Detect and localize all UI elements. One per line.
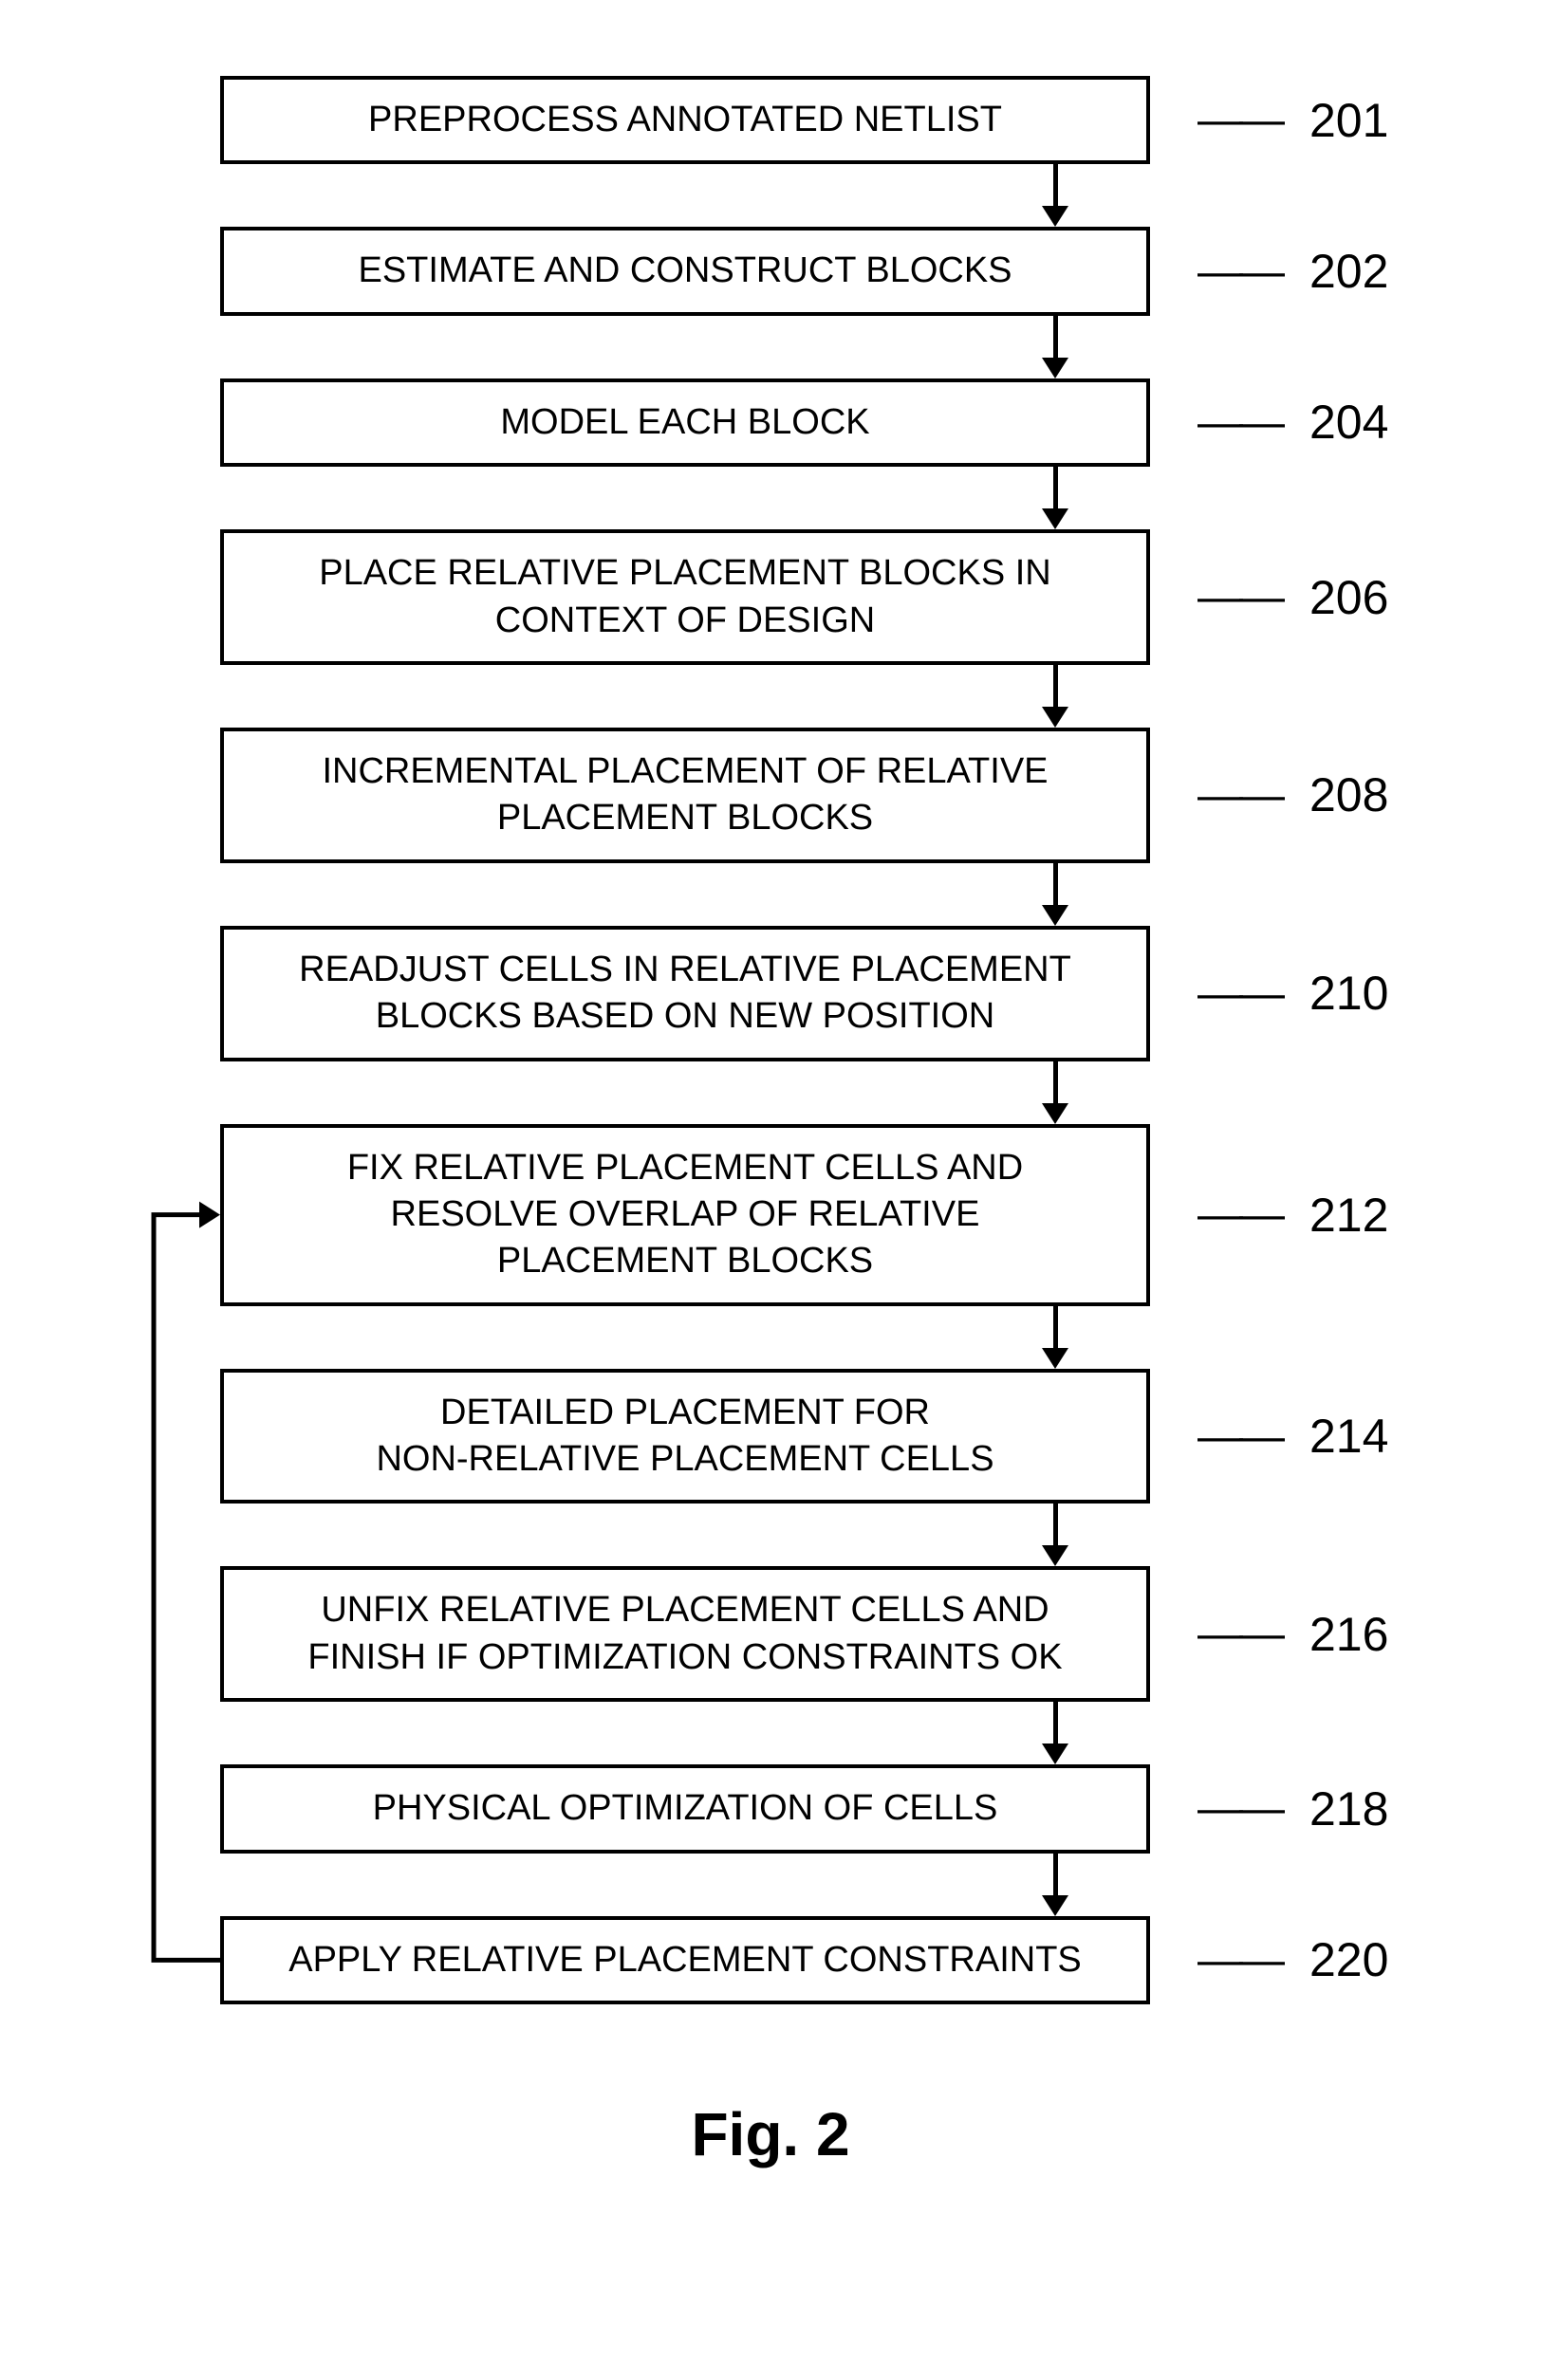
step-box: PHYSICAL OPTIMIZATION OF CELLS: [220, 1764, 1150, 1853]
step-label-line3: PLACEMENT BLOCKS: [497, 1238, 873, 1284]
step-label-line1: INCREMENTAL PLACEMENT OF RELATIVE: [322, 748, 1048, 795]
ref-dash: ——: [1198, 246, 1281, 298]
arrow-down-icon: [676, 1306, 1435, 1369]
ref-dash: ——: [1198, 1608, 1281, 1660]
step-label-line1: FIX RELATIVE PLACEMENT CELLS AND: [347, 1145, 1023, 1191]
step-label-line2: FINISH IF OPTIMIZATION CONSTRAINTS OK: [307, 1634, 1062, 1681]
step-box: INCREMENTAL PLACEMENT OF RELATIVE PLACEM…: [220, 728, 1150, 863]
figure-caption: Fig. 2: [691, 2099, 849, 2169]
ref-dash: ——: [1198, 1189, 1281, 1241]
ref-number: 204: [1309, 395, 1388, 450]
arrow-down-icon: [676, 164, 1435, 227]
ref-number: 214: [1309, 1409, 1388, 1464]
ref-dash: ——: [1198, 94, 1281, 146]
flow-step-201: PREPROCESS ANNOTATED NETLIST —— 201: [106, 76, 1435, 164]
flow-step-214: DETAILED PLACEMENT FOR NON-RELATIVE PLAC…: [106, 1369, 1435, 1504]
step-label-line2: NON-RELATIVE PLACEMENT CELLS: [376, 1436, 993, 1483]
arrow-down-icon: [676, 863, 1435, 926]
ref-dash: ——: [1198, 968, 1281, 1020]
step-box: ESTIMATE AND CONSTRUCT BLOCKS: [220, 227, 1150, 315]
ref-number: 208: [1309, 767, 1388, 822]
step-box: READJUST CELLS IN RELATIVE PLACEMENT BLO…: [220, 926, 1150, 1061]
step-label: PREPROCESS ANNOTATED NETLIST: [368, 97, 1002, 143]
flow-step-202: ESTIMATE AND CONSTRUCT BLOCKS —— 202: [106, 227, 1435, 315]
step-box: PREPROCESS ANNOTATED NETLIST: [220, 76, 1150, 164]
step-label: ESTIMATE AND CONSTRUCT BLOCKS: [358, 248, 1012, 294]
ref-number: 210: [1309, 966, 1388, 1021]
step-label-line2: RESOLVE OVERLAP OF RELATIVE: [391, 1191, 980, 1238]
arrow-down-icon: [676, 1854, 1435, 1916]
flow-step-218: PHYSICAL OPTIMIZATION OF CELLS —— 218: [106, 1764, 1435, 1853]
step-label-line2: BLOCKS BASED ON NEW POSITION: [376, 993, 994, 1040]
arrow-down-icon: [676, 316, 1435, 378]
step-label-line2: PLACEMENT BLOCKS: [497, 795, 873, 841]
arrow-down-icon: [676, 665, 1435, 728]
step-label-line1: READJUST CELLS IN RELATIVE PLACEMENT: [299, 947, 1071, 993]
step-box: UNFIX RELATIVE PLACEMENT CELLS AND FINIS…: [220, 1566, 1150, 1702]
step-box: APPLY RELATIVE PLACEMENT CONSTRAINTS: [220, 1916, 1150, 2004]
step-box: DETAILED PLACEMENT FOR NON-RELATIVE PLAC…: [220, 1369, 1150, 1504]
ref-number: 201: [1309, 93, 1388, 148]
ref-number: 220: [1309, 1932, 1388, 1987]
flow-step-208: INCREMENTAL PLACEMENT OF RELATIVE PLACEM…: [106, 728, 1435, 863]
step-label: APPLY RELATIVE PLACEMENT CONSTRAINTS: [288, 1937, 1082, 1983]
ref-number: 206: [1309, 570, 1388, 625]
flow-step-204: MODEL EACH BLOCK —— 204: [106, 378, 1435, 467]
ref-number: 212: [1309, 1188, 1388, 1243]
ref-number: 218: [1309, 1781, 1388, 1836]
step-label-line1: DETAILED PLACEMENT FOR: [440, 1390, 930, 1436]
ref-number: 202: [1309, 244, 1388, 299]
arrow-down-icon: [676, 1702, 1435, 1764]
step-box: MODEL EACH BLOCK: [220, 378, 1150, 467]
arrow-down-icon: [676, 1061, 1435, 1124]
ref-dash: ——: [1198, 1782, 1281, 1835]
step-label: PHYSICAL OPTIMIZATION OF CELLS: [373, 1785, 998, 1832]
step-label: MODEL EACH BLOCK: [500, 399, 869, 446]
flow-step-210: READJUST CELLS IN RELATIVE PLACEMENT BLO…: [106, 926, 1435, 1061]
arrow-down-icon: [676, 1504, 1435, 1566]
flow-step-220: APPLY RELATIVE PLACEMENT CONSTRAINTS —— …: [106, 1916, 1435, 2004]
ref-dash: ——: [1198, 1934, 1281, 1986]
step-box: PLACE RELATIVE PLACEMENT BLOCKS IN CONTE…: [220, 529, 1150, 665]
ref-dash: ——: [1198, 397, 1281, 449]
flowchart-diagram: PREPROCESS ANNOTATED NETLIST —— 201 ESTI…: [106, 76, 1435, 2004]
flow-step-212: FIX RELATIVE PLACEMENT CELLS AND RESOLVE…: [106, 1124, 1435, 1306]
ref-number: 216: [1309, 1607, 1388, 1662]
step-label-line1: UNFIX RELATIVE PLACEMENT CELLS AND: [321, 1587, 1049, 1633]
step-box: FIX RELATIVE PLACEMENT CELLS AND RESOLVE…: [220, 1124, 1150, 1306]
ref-dash: ——: [1198, 571, 1281, 623]
ref-dash: ——: [1198, 1411, 1281, 1463]
arrow-down-icon: [676, 467, 1435, 529]
flow-step-206: PLACE RELATIVE PLACEMENT BLOCKS IN CONTE…: [106, 529, 1435, 665]
ref-dash: ——: [1198, 769, 1281, 821]
step-label-line2: CONTEXT OF DESIGN: [495, 598, 875, 644]
step-label-line1: PLACE RELATIVE PLACEMENT BLOCKS IN: [319, 550, 1051, 597]
flow-step-216: UNFIX RELATIVE PLACEMENT CELLS AND FINIS…: [106, 1566, 1435, 1702]
